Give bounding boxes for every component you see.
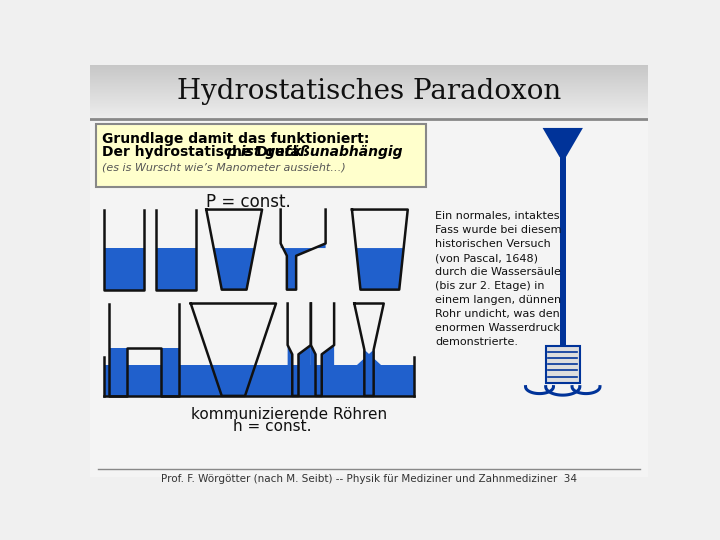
Bar [90,98,648,99]
Bar [90,99,648,100]
Bar [90,114,648,115]
Polygon shape [356,248,404,289]
Bar [90,102,648,103]
Text: Der hydrostatische Druck: Der hydrostatische Druck [102,145,307,159]
Bar [90,108,648,109]
Bar [90,67,648,68]
Bar [109,365,179,396]
Bar [90,101,648,102]
Bar [90,105,648,106]
Polygon shape [287,345,311,396]
Polygon shape [357,350,381,396]
Bar [90,115,648,116]
Bar [90,80,648,81]
Bar [90,79,648,80]
Bar [90,81,648,82]
Bar [90,84,648,85]
Bar [546,346,580,383]
Bar [90,75,648,76]
Bar [90,117,648,118]
Bar [90,90,648,91]
Text: Ein normales, intaktes
Fass wurde bei diesem
historischen Versuch
(von Pascal, 1: Ein normales, intaktes Fass wurde bei di… [435,211,562,347]
Polygon shape [215,248,254,289]
Bar [90,103,648,104]
Text: Prof. F. Wörgötter (nach M. Seibt) -- Physik für Mediziner und Zahnmediziner  34: Prof. F. Wörgötter (nach M. Seibt) -- Ph… [161,475,577,484]
Bar [90,119,648,477]
Bar [90,109,648,110]
Bar [90,86,648,87]
Bar [90,73,648,74]
Bar [90,112,648,113]
Polygon shape [104,248,144,289]
Text: p ist gefäßunabhängig: p ist gefäßunabhängig [226,145,403,159]
Bar [90,85,648,86]
Bar [90,89,648,90]
Bar [104,365,414,396]
Bar [90,88,648,89]
Text: Grundlage damit das funktioniert:: Grundlage damit das funktioniert: [102,132,370,146]
Bar [90,91,648,92]
Polygon shape [212,365,256,396]
Bar [90,106,648,107]
Bar [90,116,648,117]
Bar [90,65,648,66]
Bar [90,94,648,95]
Polygon shape [281,244,325,289]
Bar [90,78,648,79]
Text: Hydrostatisches Paradoxon: Hydrostatisches Paradoxon [177,78,561,105]
Bar [90,82,648,83]
Text: h = const.: h = const. [233,419,312,434]
Text: kommunizierende Röhren: kommunizierende Röhren [191,408,387,422]
Polygon shape [156,248,196,289]
Bar [90,68,648,69]
Bar [90,93,648,94]
Polygon shape [311,345,334,396]
Bar [90,118,648,119]
Text: (es is Wurscht wie’s Manometer aussieht…): (es is Wurscht wie’s Manometer aussieht…… [102,163,346,173]
Bar [90,72,648,73]
Bar [90,113,648,114]
Bar [559,157,566,350]
Bar [90,76,648,77]
Bar [109,348,127,365]
Bar [90,110,648,111]
Bar [90,70,648,71]
Bar [96,124,426,187]
Bar [161,348,179,365]
Bar [90,69,648,70]
Text: P = const.: P = const. [207,193,292,211]
Bar [90,97,648,98]
Bar [90,66,648,67]
Bar [90,95,648,96]
Bar [90,87,648,88]
Bar [90,83,648,84]
Bar [90,92,648,93]
Bar [90,96,648,97]
Bar [90,74,648,75]
Polygon shape [543,128,583,157]
Bar [90,104,648,105]
Bar [90,107,648,108]
Bar [90,77,648,78]
Bar [90,111,648,112]
Bar [90,71,648,72]
Bar [90,100,648,101]
